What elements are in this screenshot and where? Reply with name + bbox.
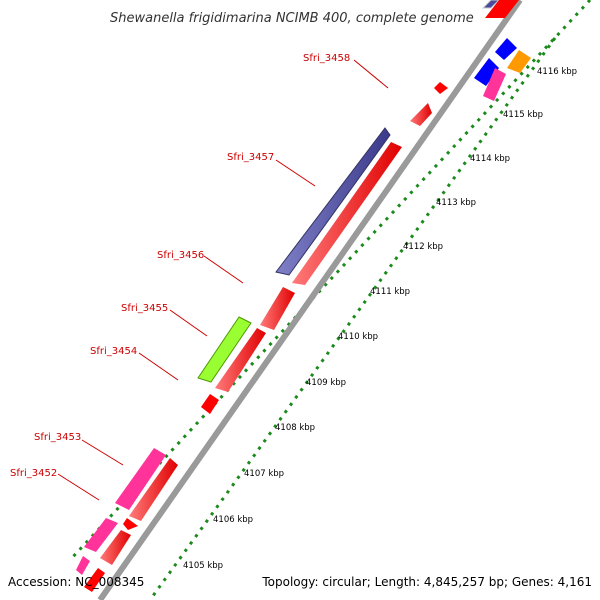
tick-label: 4110 kbp <box>338 332 378 342</box>
tick-label: 4111 kbp <box>370 287 410 297</box>
gene-feature-orange[interactable] <box>507 50 531 73</box>
tick-label: 4112 kbp <box>403 242 443 252</box>
gene-feature-sfri-3454[interactable] <box>215 328 266 392</box>
gene-label-sfri-3458[interactable]: Sfri_3458 <box>303 53 350 64</box>
gene-feature-red-bottom[interactable] <box>84 568 105 592</box>
gene-feature-small-4[interactable] <box>123 518 138 530</box>
gene-feature-pink-right[interactable] <box>483 68 506 101</box>
gene-feature-red-lower[interactable] <box>100 530 131 565</box>
gene-feature-pink-lower[interactable] <box>84 518 118 552</box>
gene-label-sfri-3457[interactable]: Sfri_3457 <box>227 152 274 163</box>
tick-label: 4105 kbp <box>183 561 223 571</box>
gene-feature-sfri-3456[interactable] <box>292 142 402 285</box>
gene-feature-small-1[interactable] <box>410 103 432 126</box>
scale-dotted-lower <box>148 37 557 600</box>
gene-feature-sfri-3457[interactable] <box>275 127 391 276</box>
gene-feature-blue-2[interactable] <box>474 58 499 86</box>
gene-feature-red-top[interactable] <box>485 0 519 18</box>
gene-label-sfri-3455[interactable]: Sfri_3455 <box>121 303 168 314</box>
tick-label: 4108 kbp <box>275 423 315 433</box>
gene-feature-sfri-3452[interactable] <box>129 458 178 521</box>
gene-label-sfri-3456[interactable]: Sfri_3456 <box>157 250 204 261</box>
tick-label: 4107 kbp <box>244 469 284 479</box>
tick-label: 4114 kbp <box>470 154 510 164</box>
page-title: Shewanella frigidimarina NCIMB 400, comp… <box>110 11 474 26</box>
tick-label: 4109 kbp <box>306 378 346 388</box>
genome-backbone <box>97 0 523 600</box>
gene-feature-small-3[interactable] <box>201 394 219 414</box>
gene-feature-small-2[interactable] <box>434 82 448 94</box>
gene-label-sfri-3452[interactable]: Sfri_3452 <box>10 468 57 479</box>
gene-feature-purple-top[interactable] <box>481 0 500 9</box>
tick-label: 4106 kbp <box>213 515 253 525</box>
tick-label: 4116 kbp <box>537 67 577 77</box>
topology-text: Topology: circular; Length: 4,845,257 bp… <box>261 575 592 589</box>
gene-label-sfri-3453[interactable]: Sfri_3453 <box>34 432 81 443</box>
accession-text: Accession: NC_008345 <box>8 575 144 589</box>
tick-label: 4113 kbp <box>436 198 476 208</box>
scale-dotted-upper <box>68 0 592 562</box>
tick-label: 4115 kbp <box>503 110 543 120</box>
gene-label-sfri-3454[interactable]: Sfri_3454 <box>90 346 137 357</box>
gene-feature-sfri-3453[interactable] <box>115 448 166 510</box>
gene-feature-sfri-3455[interactable] <box>197 316 252 383</box>
gene-feature-red-3[interactable] <box>260 287 295 330</box>
gene-feature-blue-1[interactable] <box>495 38 517 60</box>
gene-feature-pink-bottom[interactable] <box>76 556 90 575</box>
